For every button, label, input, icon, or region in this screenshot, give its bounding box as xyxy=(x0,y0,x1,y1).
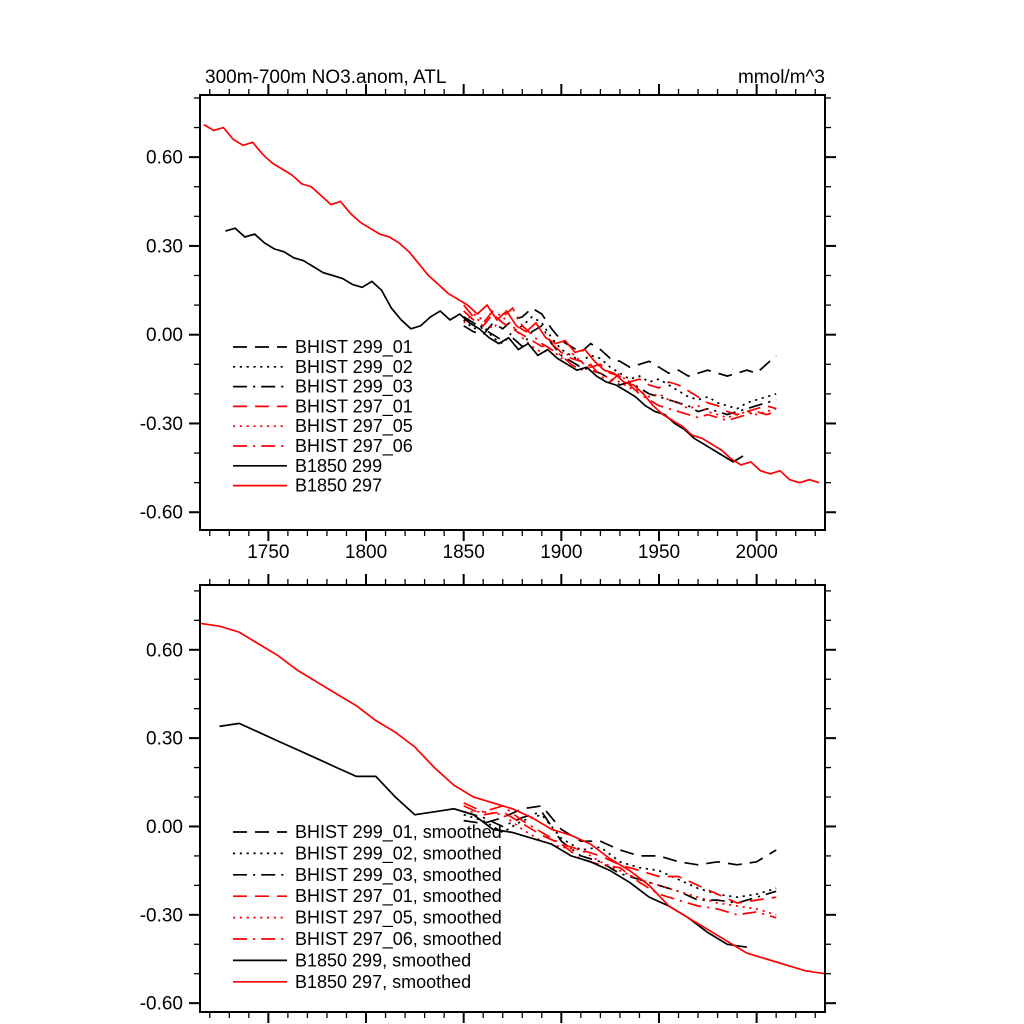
y-tick-label: -0.30 xyxy=(140,414,183,435)
legend-label: BHIST 297_06, smoothed xyxy=(295,929,502,950)
legend-label: B1850 299, smoothed xyxy=(295,950,471,970)
x-tick-label: 1850 xyxy=(443,542,485,563)
series-bhist-299-01-smoothed xyxy=(463,804,777,866)
legend-label: BHIST 299_03, smoothed xyxy=(295,865,502,886)
legend-label: B1850 299 xyxy=(295,456,382,476)
x-tick-label: 1950 xyxy=(638,542,680,563)
series-bhist-299-03-smoothed xyxy=(463,810,777,904)
x-tick-label: 1750 xyxy=(247,542,289,563)
x-tick-label: 1900 xyxy=(540,542,582,563)
plot-box xyxy=(199,94,826,531)
legend-label: BHIST 299_03 xyxy=(295,377,413,398)
legend-label: BHIST 299_01, smoothed xyxy=(295,822,502,843)
y-tick-label: -0.60 xyxy=(140,503,183,524)
x-tick-label: 2000 xyxy=(736,542,778,563)
series-b1850-299-smoothed xyxy=(219,722,748,949)
y-tick-label: -0.30 xyxy=(140,905,183,926)
y-tick-label: 0.00 xyxy=(146,817,183,838)
legend-label: BHIST 297_01, smoothed xyxy=(295,886,502,907)
series-bhist-297-06-smoothed xyxy=(463,802,777,919)
legend-label: BHIST 297_01 xyxy=(295,396,413,417)
legend-label: BHIST 299_01 xyxy=(295,337,413,358)
x-tick-label: 1800 xyxy=(345,542,387,563)
legend-label: B1850 297, smoothed xyxy=(295,972,471,992)
legend-label: BHIST 297_06 xyxy=(295,436,413,457)
series-bhist-297-01-smoothed xyxy=(463,805,777,904)
series-bhist-299-02-smoothed xyxy=(463,813,777,899)
series-b1850-297 xyxy=(203,123,820,484)
plot-box xyxy=(199,584,826,1013)
series-bhist-297-05-smoothed xyxy=(463,810,777,916)
top-panel: 1750 1800 1850 1900 1950 2000 -0.60 -0.30 0.00 0.… xyxy=(140,84,836,563)
series-bhist-299-03 xyxy=(463,316,777,416)
legend-label: BHIST 297_05, smoothed xyxy=(295,908,502,929)
legend-label: BHIST 297_05 xyxy=(295,416,413,437)
series-bhist-297-06 xyxy=(463,304,777,422)
series-bhist-297-05 xyxy=(463,312,777,419)
bottom-panel: -0.60 -0.30 0.00 0.30 0.60 BHIST 299_01, smoo… xyxy=(140,574,836,1023)
y-tick-label: 0.60 xyxy=(146,640,183,661)
y-tick-label: 0.60 xyxy=(146,148,183,169)
series-bhist-299-02 xyxy=(463,315,777,410)
series-bhist-297-01 xyxy=(463,310,777,416)
legend-label: BHIST 299_02, smoothed xyxy=(295,843,502,864)
chart-title: 300m-700m NO3.anom, ATL xyxy=(205,67,446,88)
legend-label: B1850 297 xyxy=(295,476,382,496)
legend-label: BHIST 299_02 xyxy=(295,357,413,378)
y-tick-label: -0.60 xyxy=(140,994,183,1015)
series-b1850-297-smoothed xyxy=(199,622,826,975)
units-label: mmol/m^3 xyxy=(738,67,825,88)
y-tick-label: 0.00 xyxy=(146,325,183,346)
y-tick-label: 0.30 xyxy=(146,729,183,750)
series-b1850-299 xyxy=(225,227,744,463)
series-bhist-299-01 xyxy=(463,307,777,378)
y-tick-label: 0.30 xyxy=(146,236,183,257)
